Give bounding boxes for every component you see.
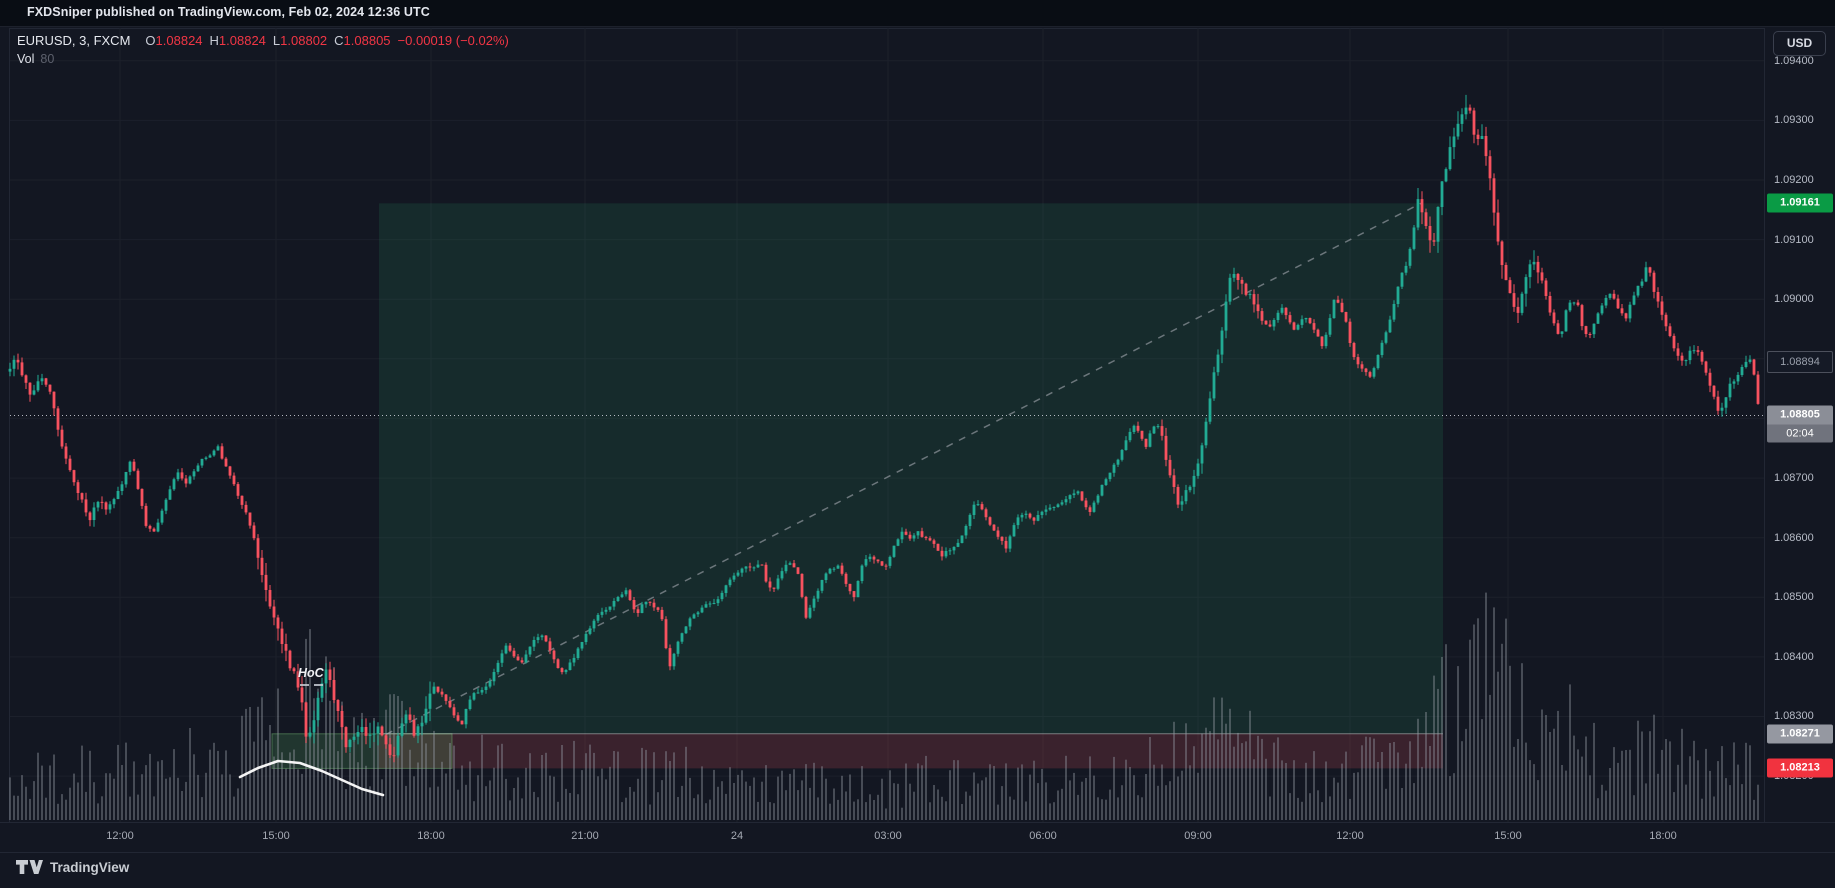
price-tick-label: 1.09400 <box>1774 54 1814 67</box>
price-tick-label: 1.08400 <box>1774 650 1814 663</box>
change-value: −0.00019 (−0.02%) <box>397 33 509 48</box>
high-label: H <box>209 33 219 48</box>
price-tick-label: 1.09000 <box>1774 293 1814 306</box>
time-tick-label: 21:00 <box>571 830 599 842</box>
frame-axis-top <box>0 822 1835 823</box>
stop-price-badge: 1.08213 <box>1767 758 1833 778</box>
time-tick-label: 18:00 <box>1649 830 1677 842</box>
hoc-annotation: HoC <box>298 666 324 686</box>
current-price-badge: 1.08805 02:04 <box>1767 405 1833 443</box>
time-tick-label: 15:00 <box>1494 830 1522 842</box>
tradingview-brand-text: TradingView <box>50 859 130 875</box>
open-label: O <box>145 33 156 48</box>
symbol-title[interactable]: EURUSD, 3, FXCM <box>17 33 131 48</box>
price-tick-label: 1.08700 <box>1774 472 1814 485</box>
price-tick-label: 1.09300 <box>1774 114 1814 127</box>
price-tick-label: 1.08300 <box>1774 710 1814 723</box>
entry-price-badge: 1.08271 <box>1767 724 1833 744</box>
frame-scale-separator <box>1764 28 1765 852</box>
time-axis[interactable]: 12:00 15:00 18:00 21:00 24 03:00 06:00 09:00 12:… <box>0 823 1835 852</box>
currency-button[interactable]: USD <box>1773 31 1826 56</box>
time-tick-label: 03:00 <box>874 830 902 842</box>
tradingview-watermark[interactable]: TradingView <box>16 859 129 875</box>
hoc-label: HoC <box>298 666 324 680</box>
price-tick-label: 1.08500 <box>1774 591 1814 604</box>
time-tick-label: 18:00 <box>417 830 445 842</box>
bar-countdown: 02:04 <box>1767 424 1833 443</box>
time-tick-label: 06:00 <box>1029 830 1057 842</box>
time-tick-label: 24 <box>730 830 744 842</box>
price-tick-label: 1.09100 <box>1774 233 1814 246</box>
close-value: 1.08805 <box>343 33 391 48</box>
frame-top <box>9 28 1835 29</box>
target-price-badge: 1.09161 <box>1767 193 1833 213</box>
price-line-label: 1.08894 <box>1767 351 1833 374</box>
high-value: 1.08824 <box>218 33 266 48</box>
time-tick-label: 09:00 <box>1184 830 1212 842</box>
open-value: 1.08824 <box>155 33 203 48</box>
hoc-dash-icon <box>314 684 323 686</box>
price-tick-label: 1.09200 <box>1774 174 1814 186</box>
frame-axis-bottom <box>0 852 1835 853</box>
price-tick-label: 1.08600 <box>1774 531 1814 544</box>
frame-left <box>9 28 10 852</box>
time-tick-label: 15:00 <box>262 830 290 842</box>
hoc-dash-icon <box>300 684 309 686</box>
publish-text: FXDSniper published on TradingView.com, … <box>27 5 430 19</box>
close-label: C <box>334 33 344 48</box>
publish-bar: FXDSniper published on TradingView.com, … <box>0 0 1835 27</box>
legend: EURUSD, 3, FXCM O1.08824 H1.08824 L1.08802 C… <box>17 33 509 66</box>
price-scale[interactable]: USD 1.09400 1.09300 1.09200 1.09100 1.09000 1… <box>1765 28 1835 822</box>
current-price-value: 1.08805 <box>1767 405 1833 425</box>
low-label: L <box>272 33 281 48</box>
time-tick-label: 12:00 <box>106 830 134 842</box>
tradingview-logo-icon <box>16 860 43 874</box>
volume-value: 80 <box>40 52 55 66</box>
low-value: 1.08802 <box>280 33 328 48</box>
time-tick-label: 12:00 <box>1336 830 1364 842</box>
volume-label[interactable]: Vol <box>17 52 35 66</box>
